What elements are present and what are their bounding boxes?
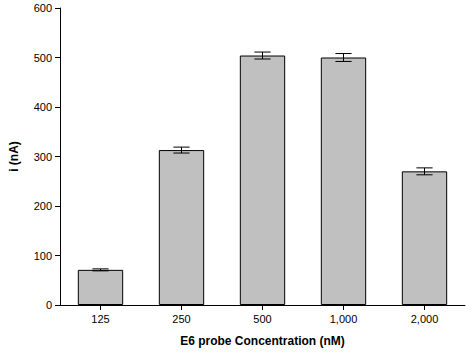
svg-text:500: 500 bbox=[253, 313, 271, 325]
svg-text:1,000: 1,000 bbox=[330, 313, 358, 325]
svg-text:125: 125 bbox=[91, 313, 109, 325]
svg-text:0: 0 bbox=[46, 299, 52, 311]
svg-text:i (nA): i (nA) bbox=[7, 141, 21, 172]
svg-text:500: 500 bbox=[34, 52, 52, 64]
svg-text:400: 400 bbox=[34, 101, 52, 113]
svg-text:300: 300 bbox=[34, 151, 52, 163]
svg-text:100: 100 bbox=[34, 250, 52, 262]
svg-text:2,000: 2,000 bbox=[411, 313, 439, 325]
svg-text:250: 250 bbox=[172, 313, 190, 325]
svg-text:E6 probe Concentration (nM): E6 probe Concentration (nM) bbox=[180, 334, 345, 348]
svg-text:200: 200 bbox=[34, 200, 52, 212]
svg-text:600: 600 bbox=[34, 2, 52, 14]
